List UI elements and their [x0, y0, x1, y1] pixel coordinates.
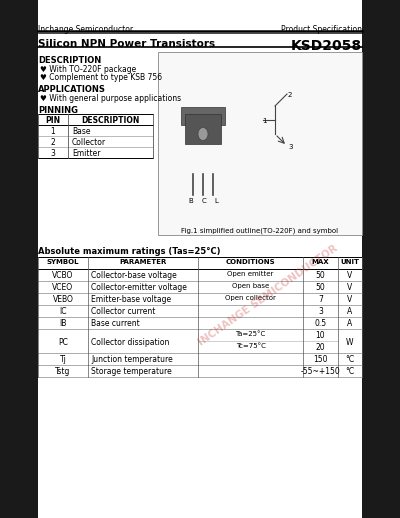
Text: B: B	[189, 198, 193, 204]
Text: Absolute maximum ratings (Tas=25°C): Absolute maximum ratings (Tas=25°C)	[38, 247, 220, 256]
Text: Tc=75°C: Tc=75°C	[236, 343, 266, 349]
Text: APPLICATIONS: APPLICATIONS	[38, 85, 106, 94]
Text: Collector-emitter voltage: Collector-emitter voltage	[91, 283, 187, 292]
Text: DESCRIPTION: DESCRIPTION	[81, 116, 140, 125]
Text: INCHANGE SEMICONDUCTOR: INCHANGE SEMICONDUCTOR	[196, 243, 340, 348]
Text: PARAMETER: PARAMETER	[119, 259, 167, 265]
Text: Collector current: Collector current	[91, 307, 155, 316]
Text: PC: PC	[58, 338, 68, 347]
Text: Base current: Base current	[91, 319, 140, 328]
Text: Emitter-base voltage: Emitter-base voltage	[91, 295, 171, 304]
Text: KSD2058: KSD2058	[291, 39, 362, 53]
Text: -55~+150: -55~+150	[301, 367, 340, 376]
Text: Inchange Semiconductor: Inchange Semiconductor	[38, 25, 133, 34]
Text: Product Specification: Product Specification	[281, 25, 362, 34]
Text: Collector dissipation: Collector dissipation	[91, 338, 169, 347]
Text: SYMBOL: SYMBOL	[47, 259, 79, 265]
Text: V: V	[347, 283, 353, 292]
Text: 0.5: 0.5	[314, 319, 326, 328]
Text: Tstg: Tstg	[55, 367, 71, 376]
Text: L: L	[214, 198, 218, 204]
Text: 3: 3	[50, 149, 56, 158]
Text: A: A	[347, 307, 353, 316]
Text: 1: 1	[51, 127, 55, 136]
Text: Base: Base	[72, 127, 90, 136]
Text: 2: 2	[51, 138, 55, 147]
Text: 2: 2	[288, 92, 292, 98]
Text: VCBO: VCBO	[52, 271, 74, 280]
Text: 3: 3	[288, 144, 292, 150]
Text: V: V	[347, 295, 353, 304]
Text: ♥ With general purpose applications: ♥ With general purpose applications	[40, 94, 181, 103]
Text: Emitter: Emitter	[72, 149, 100, 158]
Text: 3: 3	[318, 307, 323, 316]
Text: ♥ Complement to type KSB 756: ♥ Complement to type KSB 756	[40, 73, 162, 82]
Text: ♥ With TO-220F package: ♥ With TO-220F package	[40, 65, 136, 74]
Text: 1: 1	[262, 118, 266, 124]
Bar	[158, 52, 362, 235]
Text: W: W	[346, 338, 354, 347]
Text: Ta=25°C: Ta=25°C	[235, 331, 266, 337]
Text: °C: °C	[346, 367, 354, 376]
Text: VCEO: VCEO	[52, 283, 74, 292]
Text: V: V	[347, 271, 353, 280]
Text: 50: 50	[316, 283, 325, 292]
Text: PIN: PIN	[46, 116, 60, 125]
Text: Open base: Open base	[232, 283, 269, 289]
Text: Fig.1 simplified outline(TO-220F) and symbol: Fig.1 simplified outline(TO-220F) and sy…	[182, 228, 338, 235]
Text: Junction temperature: Junction temperature	[91, 355, 173, 364]
Text: 10: 10	[316, 331, 325, 340]
Text: CONDITIONS: CONDITIONS	[226, 259, 275, 265]
Text: MAX: MAX	[312, 259, 329, 265]
Circle shape	[198, 127, 208, 140]
Text: 150: 150	[313, 355, 328, 364]
Text: PINNING: PINNING	[38, 106, 78, 115]
Text: Collector: Collector	[72, 138, 106, 147]
Text: Open emitter: Open emitter	[227, 271, 274, 277]
Text: Collector-base voltage: Collector-base voltage	[91, 271, 177, 280]
Text: IB: IB	[59, 319, 67, 328]
Text: Storage temperature: Storage temperature	[91, 367, 172, 376]
Text: 7: 7	[318, 295, 323, 304]
Text: °C: °C	[346, 355, 354, 364]
Bar	[181, 107, 225, 125]
Text: UNIT: UNIT	[340, 259, 360, 265]
Text: IC: IC	[59, 307, 67, 316]
Bar	[38, 0, 362, 518]
Text: DESCRIPTION: DESCRIPTION	[38, 56, 101, 65]
Text: VEBO: VEBO	[52, 295, 74, 304]
Text: Tj: Tj	[60, 355, 66, 364]
Text: 50: 50	[316, 271, 325, 280]
Text: C: C	[202, 198, 206, 204]
Bar	[185, 114, 221, 144]
Text: Silicon NPN Power Transistors: Silicon NPN Power Transistors	[38, 39, 215, 49]
Text: A: A	[347, 319, 353, 328]
Text: Open collector: Open collector	[225, 295, 276, 301]
Text: 20: 20	[316, 343, 325, 352]
